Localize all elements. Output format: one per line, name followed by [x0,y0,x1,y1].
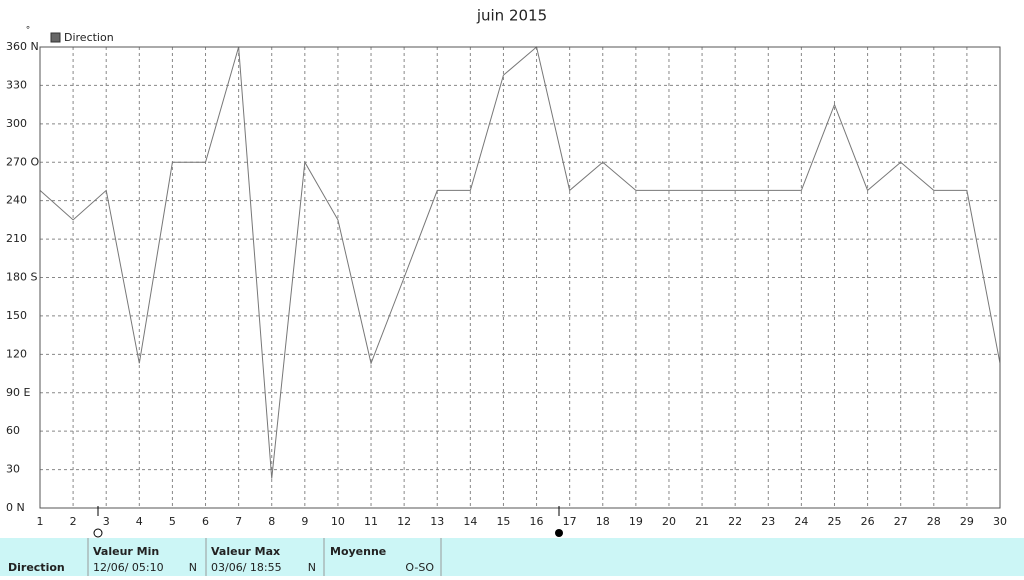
data-line [39,46,1001,479]
cell: 12/06/ 05:10 [93,561,164,574]
x-tick-label: 29 [960,515,974,528]
x-tick-label: 20 [662,515,676,528]
x-tick-label: 22 [728,515,742,528]
summary-table: Direction Valeur Min 12/06/ 05:10 N Vale… [0,538,1024,576]
y-tick-label: 90 E [6,386,30,399]
x-tick-label: 17 [563,515,577,528]
plot-frame [39,46,1001,509]
legend-label: Direction [64,31,114,44]
x-tick-label: 9 [301,515,308,528]
x-tick-label: 6 [202,515,209,528]
x-tick-label: 5 [169,515,176,528]
x-tick-label: 10 [331,515,345,528]
x-tick-label: 3 [103,515,110,528]
col-header: Moyenne [330,545,386,558]
y-tick-label: 240 [6,194,27,207]
x-tick-label: 15 [496,515,510,528]
moon-icon [555,529,563,537]
x-tick-label: 26 [861,515,875,528]
x-tick-label: 30 [993,515,1007,528]
unit-label: ° [26,26,31,36]
col-header: Valeur Max [211,545,280,558]
moon-icon [93,528,103,538]
x-tick-label: 14 [463,515,477,528]
y-tick-label: 210 [6,232,27,245]
y-tick-label: 30 [6,463,20,476]
x-tick-label: 25 [827,515,841,528]
x-tick-label: 2 [70,515,77,528]
cell: N [189,561,197,574]
y-tick-label: 300 [6,117,27,130]
y-tick-label: 270 O [6,155,39,168]
legend-swatch [50,32,61,43]
x-tick-label: 16 [530,515,544,528]
x-tick-label: 21 [695,515,709,528]
x-tick-label: 8 [268,515,275,528]
x-tick-label: 13 [430,515,444,528]
y-tick-label: 120 [6,347,27,360]
x-tick-label: 7 [235,515,242,528]
x-tick-label: 27 [894,515,908,528]
x-tick-label: 11 [364,515,378,528]
x-tick-label: 4 [136,515,143,528]
cell: 03/06/ 18:55 [211,561,282,574]
y-tick-label: 150 [6,309,27,322]
x-tick-label: 28 [927,515,941,528]
y-tick-label: 180 S [6,271,37,284]
y-tick-label: 330 [6,78,27,91]
y-tick-label: 60 [6,424,20,437]
cell: N [308,561,316,574]
x-tick-label: 1 [37,515,44,528]
y-tick-label: 360 N [6,40,39,53]
col-header: Valeur Min [93,545,159,558]
row-label: Direction [8,561,65,574]
summary-bg [0,538,1024,576]
x-tick-label: 19 [629,515,643,528]
x-tick-label: 23 [761,515,775,528]
x-tick-label: 12 [397,515,411,528]
chart-title: juin 2015 [476,7,547,25]
y-tick-label: 0 N [6,501,25,514]
x-tick-label: 24 [794,515,808,528]
x-tick-label: 18 [596,515,610,528]
cell: O-SO [405,561,434,574]
